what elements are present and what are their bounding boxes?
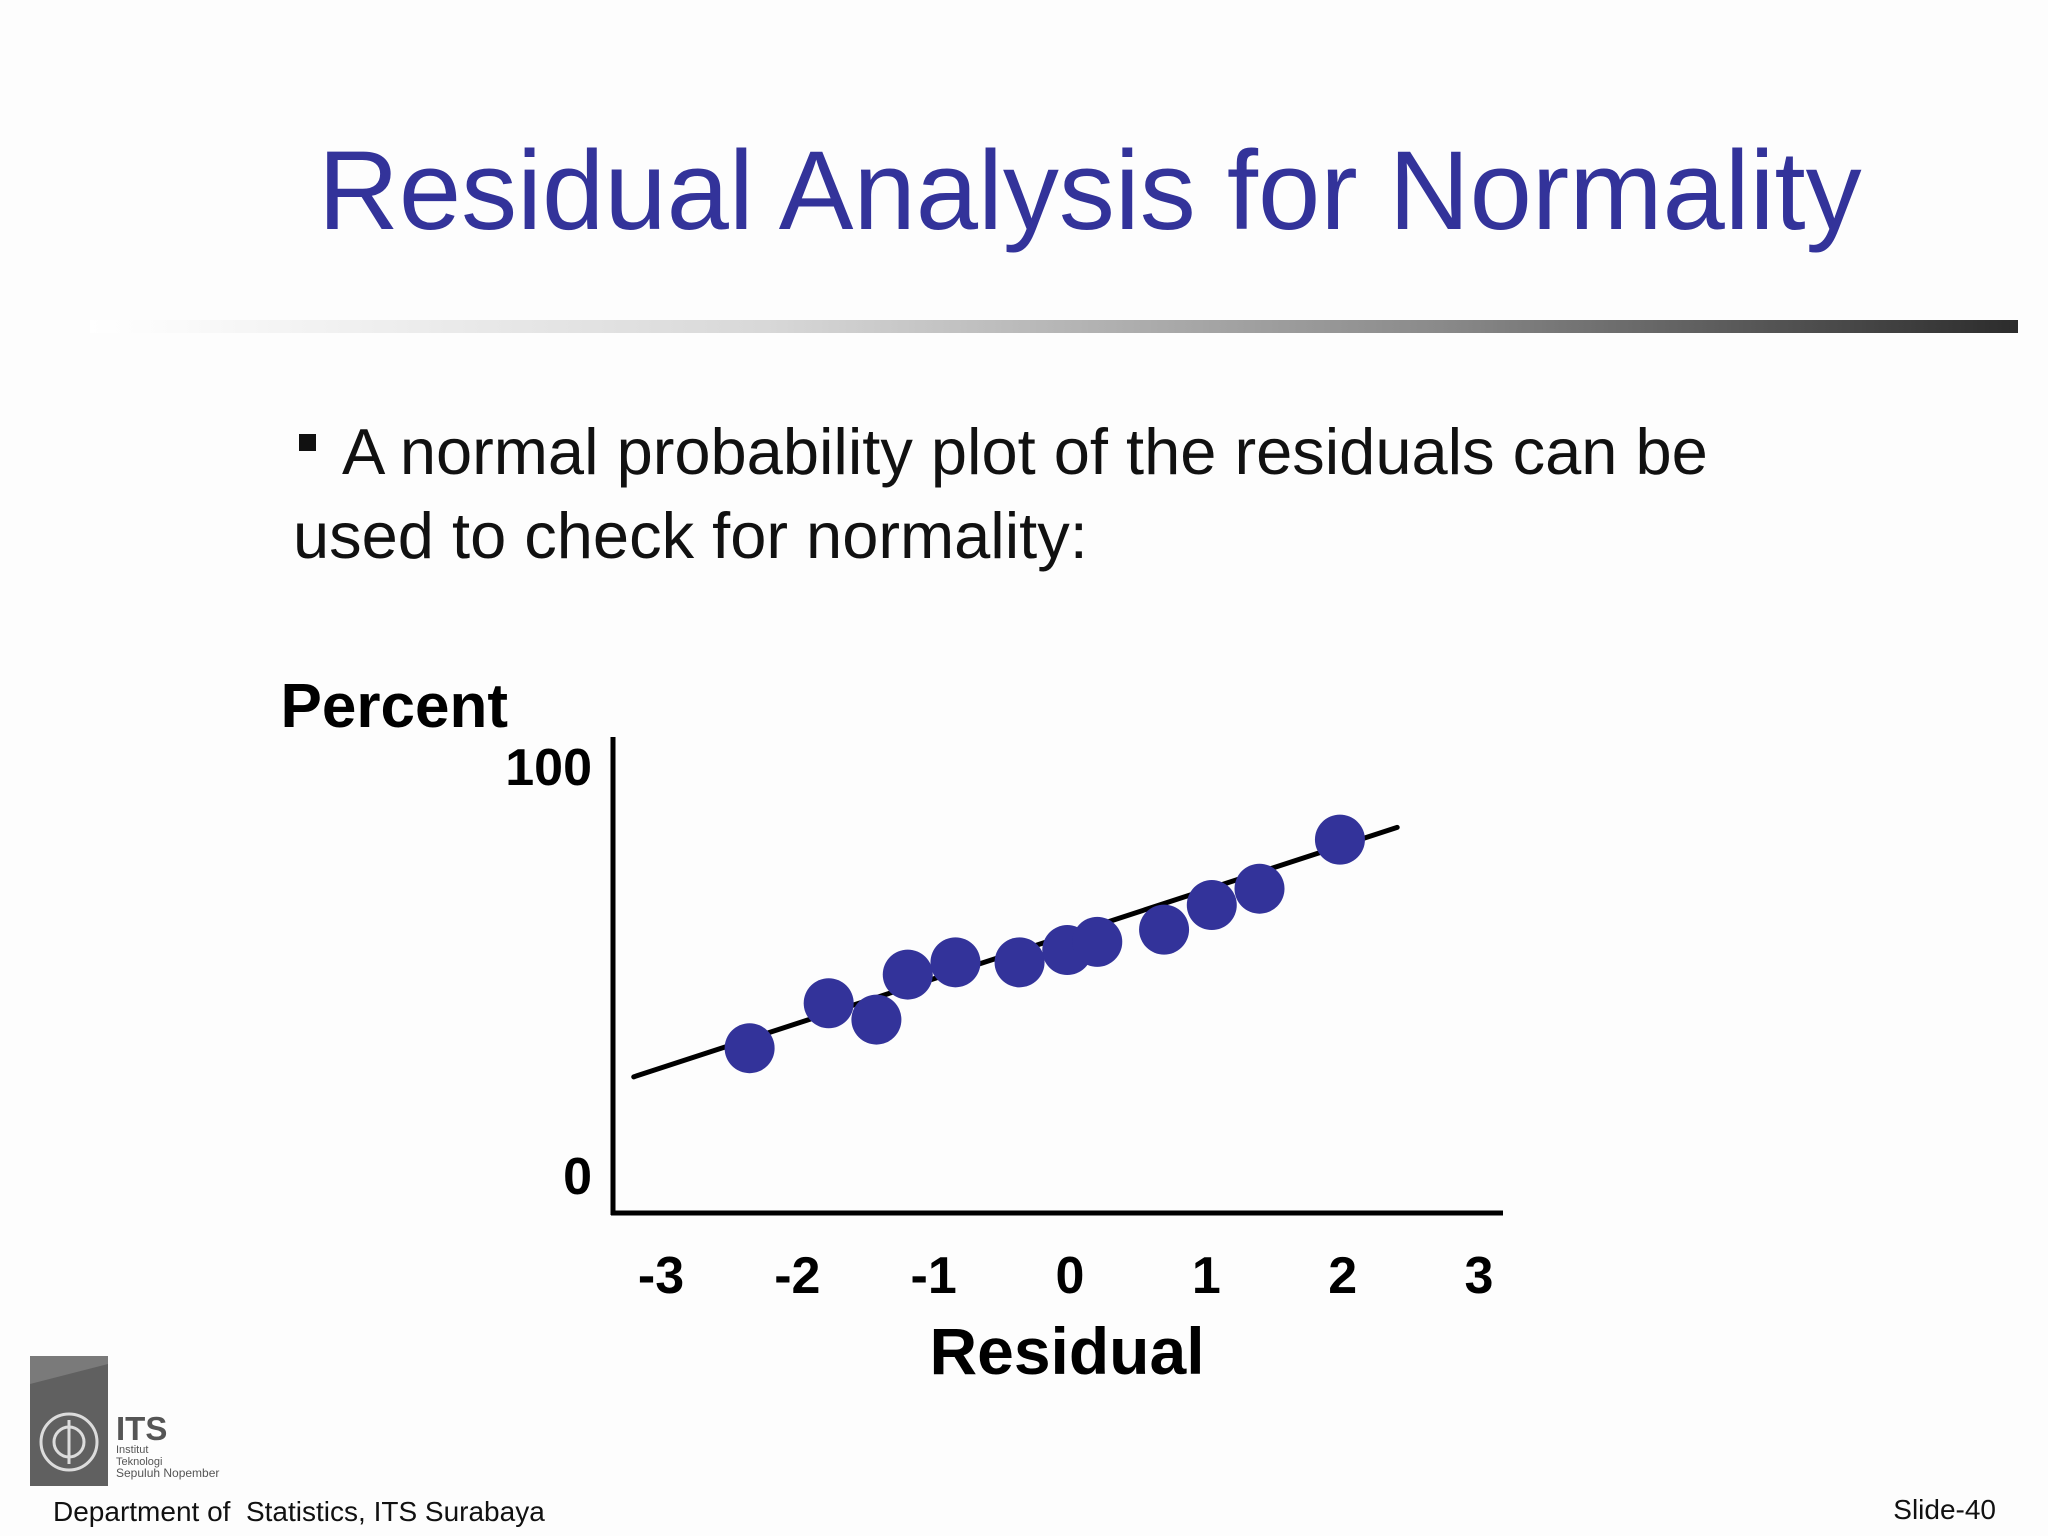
x-tick-label: 0 bbox=[1056, 1247, 1085, 1305]
x-axis-label: Residual bbox=[929, 1314, 1204, 1388]
data-point bbox=[882, 949, 933, 1000]
y-tick-labels: 0 100 bbox=[505, 739, 592, 1206]
logo-line-2: Teknologi bbox=[116, 1456, 162, 1468]
logo-name: ITS bbox=[116, 1410, 167, 1447]
x-tick-label: -3 bbox=[638, 1247, 684, 1305]
y-axis-label: Percent bbox=[281, 672, 508, 741]
logo-emblem-icon bbox=[39, 1412, 99, 1472]
slide-title: Residual Analysis for Normality bbox=[318, 128, 1862, 253]
bullet-square-icon bbox=[299, 434, 316, 452]
footer-slide-number: Slide-40 bbox=[1893, 1494, 1996, 1525]
x-tick-labels: -3 -2 -1 0 1 2 3 bbox=[638, 1247, 1494, 1305]
data-point bbox=[1234, 863, 1285, 914]
data-point bbox=[1186, 880, 1237, 931]
data-points bbox=[724, 814, 1365, 1074]
data-point bbox=[1139, 904, 1190, 955]
data-point bbox=[1314, 814, 1365, 865]
logo-line-3: Sepuluh Nopember bbox=[116, 1466, 219, 1480]
x-tick-label: -2 bbox=[774, 1247, 820, 1305]
x-tick-label: 1 bbox=[1192, 1247, 1221, 1305]
data-point bbox=[930, 937, 981, 988]
logo-shield-fold bbox=[30, 1356, 108, 1384]
data-point bbox=[1072, 916, 1123, 967]
data-point bbox=[803, 978, 854, 1029]
x-tick-label: 2 bbox=[1328, 1247, 1357, 1305]
its-logo: ITS Institut Teknologi Sepuluh Nopember bbox=[30, 1356, 219, 1486]
footer-department: Department of Statistics, ITS Surabaya bbox=[53, 1496, 545, 1527]
bullet-item: A normal probability plot of the residua… bbox=[293, 410, 1773, 578]
data-point bbox=[724, 1023, 775, 1074]
logo-line-1: Institut bbox=[116, 1444, 148, 1456]
bullet-text: A normal probability plot of the residua… bbox=[293, 415, 1708, 572]
data-point bbox=[851, 994, 902, 1045]
y-tick-label: 100 bbox=[505, 739, 592, 797]
y-tick-label: 0 bbox=[563, 1148, 592, 1206]
title-divider bbox=[90, 320, 2018, 333]
data-point bbox=[994, 937, 1045, 988]
x-tick-label: 3 bbox=[1465, 1247, 1494, 1305]
x-tick-label: -1 bbox=[911, 1247, 957, 1305]
